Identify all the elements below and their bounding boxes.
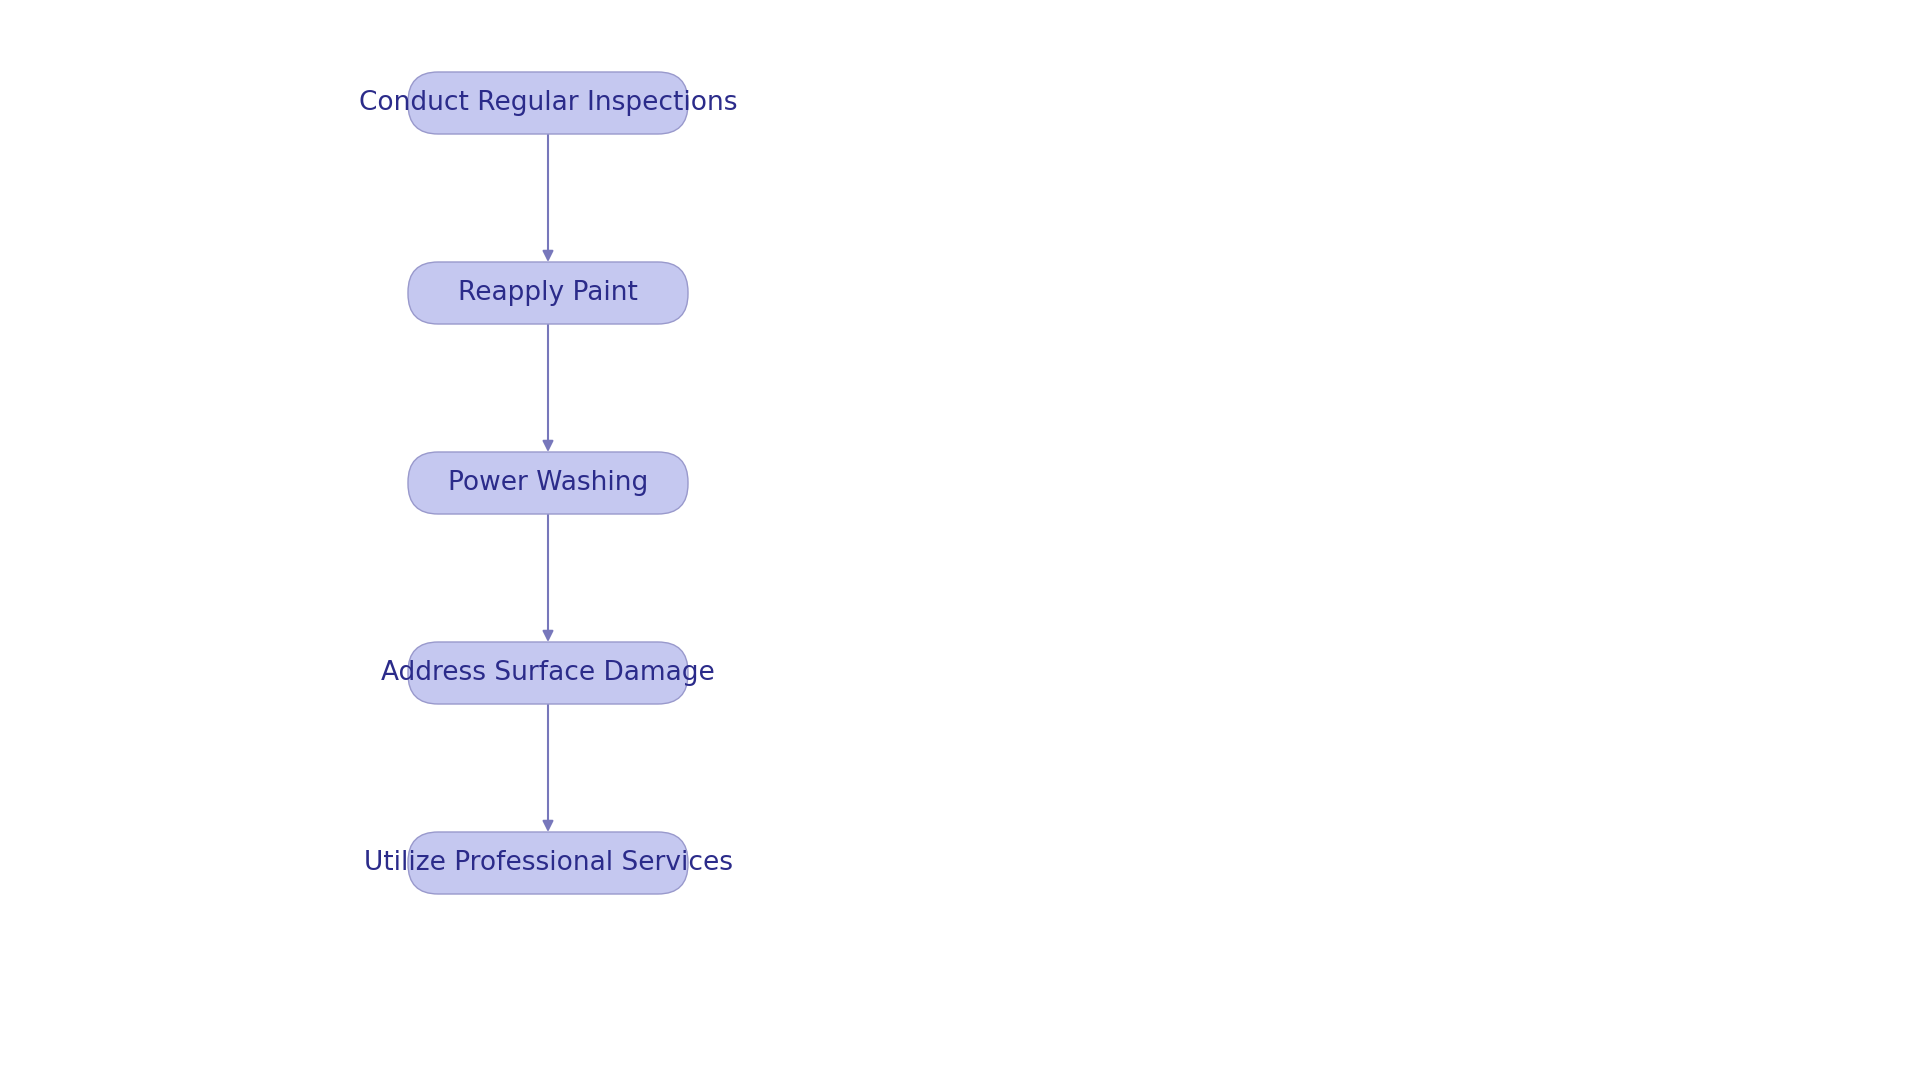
FancyBboxPatch shape (407, 72, 687, 134)
FancyBboxPatch shape (407, 832, 687, 894)
Text: Utilize Professional Services: Utilize Professional Services (363, 850, 733, 876)
Text: Reapply Paint: Reapply Paint (459, 280, 637, 306)
FancyBboxPatch shape (407, 453, 687, 514)
FancyBboxPatch shape (407, 642, 687, 704)
Text: Power Washing: Power Washing (447, 470, 649, 496)
Text: Conduct Regular Inspections: Conduct Regular Inspections (359, 90, 737, 116)
FancyBboxPatch shape (407, 262, 687, 324)
Text: Address Surface Damage: Address Surface Damage (382, 660, 714, 686)
